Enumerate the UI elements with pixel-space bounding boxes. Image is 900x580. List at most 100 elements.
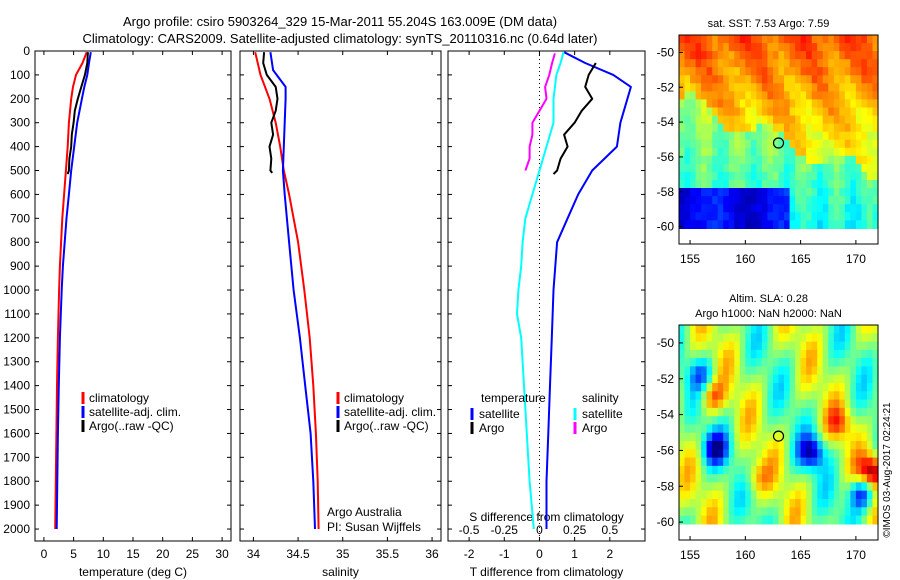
heatmap-cell [800, 204, 807, 213]
heatmap-cell [773, 188, 780, 197]
heatmap-cell [822, 391, 829, 401]
heatmap-cell [739, 35, 746, 44]
heatmap-cell [789, 449, 796, 459]
heatmap-cell [701, 59, 708, 68]
heatmap-cell [833, 115, 840, 125]
heatmap-cell [756, 43, 763, 52]
heatmap-cell [866, 457, 873, 467]
heatmap-cell [789, 180, 796, 189]
heatmap-cell [773, 358, 780, 367]
heatmap-cell [795, 482, 802, 492]
heatmap-cell [690, 75, 697, 84]
heatmap-cell [723, 490, 730, 500]
heatmap-cell [750, 474, 757, 484]
heatmap-cell [828, 349, 835, 359]
heatmap-cell [684, 83, 691, 92]
heatmap-cell [728, 490, 735, 500]
heatmap-cell [850, 180, 857, 189]
heatmap-cell [828, 171, 835, 181]
heatmap-cell [811, 83, 818, 92]
heatmap-cell [712, 171, 719, 181]
heatmap-cell [712, 325, 719, 334]
heatmap-cell [761, 163, 768, 173]
heatmap-cell [784, 139, 791, 149]
heatmap-cell [745, 123, 752, 133]
heatmap-cell [811, 333, 818, 343]
heatmap-cell [712, 391, 719, 401]
heatmap-cell [872, 196, 879, 205]
heatmap-cell [728, 383, 735, 392]
heatmap-cell [750, 131, 757, 141]
heatmap-cell [817, 391, 824, 401]
heatmap-cell [839, 341, 846, 351]
heatmap-cell [866, 341, 873, 351]
heatmap-cell [800, 333, 807, 343]
heatmap-cell [872, 416, 879, 426]
heatmap-cell [684, 383, 691, 392]
heatmap-cell [850, 83, 857, 92]
x-tick-label-salinity: 34 [247, 547, 261, 561]
heatmap-cell [684, 147, 691, 157]
heatmap-cell [822, 349, 829, 359]
heatmap-cell [822, 83, 829, 92]
heatmap-cell [761, 75, 768, 84]
heatmap-cell [839, 35, 846, 44]
heatmap-cell [795, 474, 802, 484]
heatmap-cell [750, 51, 757, 60]
heatmap-cell [800, 51, 807, 60]
heatmap-cell [811, 441, 818, 450]
map-y-tick-label: -50 [657, 336, 675, 350]
heatmap-cell [789, 383, 796, 392]
heatmap-cell [750, 91, 757, 101]
heatmap-cell [734, 196, 741, 205]
heatmap-cell [723, 399, 730, 409]
heatmap-cell [839, 43, 846, 52]
heatmap-cell [872, 407, 879, 417]
heatmap-cell [817, 75, 824, 84]
heatmap-cell [756, 188, 763, 197]
heatmap-cell [784, 123, 791, 133]
heatmap-cell [701, 341, 708, 351]
heatmap-cell [734, 204, 741, 213]
heatmap-cell [850, 482, 857, 492]
heatmap-cell [750, 115, 757, 125]
heatmap-cell [745, 358, 752, 367]
heatmap-cell [750, 204, 757, 213]
heatmap-cell [872, 67, 879, 76]
heatmap-cells-sla_map [679, 325, 879, 525]
heatmap-cell [684, 67, 691, 76]
heatmap-cell [750, 457, 757, 467]
heatmap-cell [839, 333, 846, 343]
heatmap-cell [706, 115, 713, 125]
heatmap-cell [723, 465, 730, 475]
heatmap-cell [850, 383, 857, 392]
heatmap-cell [789, 115, 796, 125]
heatmap-cell [690, 67, 697, 76]
heatmap-cell [690, 474, 697, 484]
heatmap-cell [717, 341, 724, 351]
heatmap-cell [828, 391, 835, 401]
heatmap-cell [701, 407, 708, 417]
heatmap-cell [789, 366, 796, 376]
heatmap-cell [839, 474, 846, 484]
heatmap-cell [800, 490, 807, 500]
heatmap-cell [833, 99, 840, 109]
heatmap-cell [717, 131, 724, 141]
heatmap-cell [833, 220, 840, 229]
heatmap-cell [784, 115, 791, 125]
heatmap-cell [701, 147, 708, 157]
heatmap-cell [844, 91, 851, 101]
heatmap-cell [811, 51, 818, 60]
heatmap-cell [822, 43, 829, 52]
heatmap-cell [773, 59, 780, 68]
heatmap-cell [795, 35, 802, 44]
heatmap-cell [767, 374, 774, 384]
heatmap-cell [679, 349, 686, 359]
heatmap-cell [811, 474, 818, 484]
heatmap-cell [833, 383, 840, 392]
heatmap-cell [789, 432, 796, 442]
heatmap-cell [828, 115, 835, 125]
heatmap-cell [806, 482, 813, 492]
heatmap-cell [839, 374, 846, 384]
heatmap-cell [684, 399, 691, 409]
